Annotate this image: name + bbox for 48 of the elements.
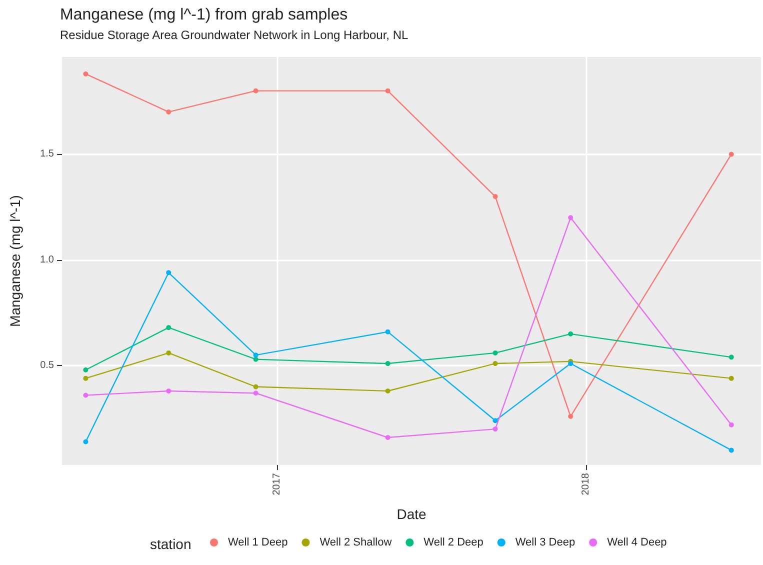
point	[83, 376, 88, 381]
legend-label: Well 2 Shallow	[320, 536, 392, 548]
point	[728, 354, 734, 360]
y-tick-label: 1.0	[40, 254, 54, 266]
point	[83, 71, 88, 76]
point	[385, 435, 390, 440]
chart-subtitle: Residue Storage Area Groundwater Network in Long Harbour, NL	[60, 28, 409, 42]
legend-label: Well 4 Deep	[607, 536, 667, 548]
x-tick-label: 2017	[271, 472, 282, 496]
legend-label: Well 2 Deep	[424, 536, 484, 548]
legend-label: Well 1 Deep	[228, 536, 288, 548]
y-tick-label: 1.5	[40, 148, 54, 160]
point	[385, 88, 390, 94]
point	[728, 376, 734, 381]
point	[385, 388, 390, 394]
point	[568, 331, 574, 336]
point	[728, 448, 734, 453]
point	[492, 194, 498, 200]
point	[166, 270, 172, 276]
point	[253, 390, 258, 396]
point	[83, 392, 88, 398]
point	[492, 350, 498, 356]
point	[166, 350, 172, 356]
point	[253, 384, 258, 390]
legend-label: Well 3 Deep	[515, 536, 576, 548]
point	[166, 325, 172, 330]
point	[728, 422, 734, 428]
point	[83, 439, 88, 444]
x-tick-label: 2018	[580, 472, 592, 496]
point	[728, 152, 734, 157]
y-axis-title: Manganese (mg l^-1)	[7, 195, 23, 327]
point	[568, 215, 574, 220]
point	[385, 361, 390, 366]
point	[492, 361, 498, 366]
x-axis-title: Date	[396, 506, 426, 522]
chart-title: Manganese (mg l^-1) from grab samples	[60, 6, 348, 24]
point	[253, 352, 258, 358]
legend-title: station	[150, 536, 192, 552]
point	[568, 414, 574, 419]
point	[492, 426, 498, 432]
point	[568, 361, 574, 366]
point	[385, 329, 390, 334]
point	[166, 388, 172, 394]
y-tick-label: 0.5	[40, 360, 54, 372]
point	[492, 418, 498, 424]
point	[83, 367, 88, 372]
point	[253, 88, 258, 94]
point	[166, 109, 172, 114]
